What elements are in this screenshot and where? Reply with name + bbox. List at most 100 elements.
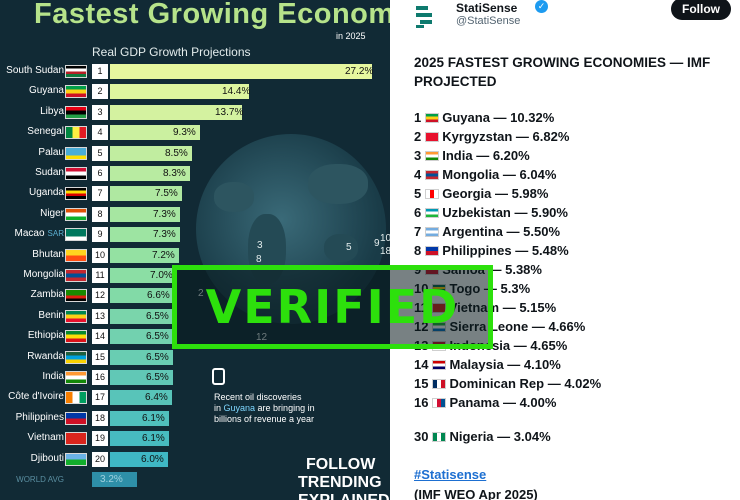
country-label: Niger xyxy=(40,207,64,219)
list-separator: — xyxy=(510,205,532,220)
list-value: 6.04% xyxy=(519,167,557,182)
flag-icon xyxy=(65,228,87,242)
bar-value-label: 6.1% xyxy=(142,412,165,424)
list-item: 1 Guyana — 10.32% xyxy=(414,108,554,127)
statisense-logo-icon xyxy=(416,6,432,28)
chart-row: Sudan 6 8.3% xyxy=(0,165,390,181)
follow-trending-text: EXPLAINED xyxy=(298,492,390,500)
gdp-bar xyxy=(110,329,173,345)
country-label: Djibouti xyxy=(30,452,64,464)
gdp-bar xyxy=(110,308,173,324)
list-value: 6.82% xyxy=(532,129,570,144)
globe-landmass xyxy=(214,182,254,212)
country-label: Mongolia xyxy=(23,269,64,280)
chart-row: India 16 6.5% xyxy=(0,369,390,385)
gdp-bar xyxy=(110,84,249,100)
oil-note-line: billions of revenue a year xyxy=(214,414,315,424)
verified-badge-icon: ✓ xyxy=(535,0,548,13)
rank-badge: 14 xyxy=(92,329,108,345)
list-item: 2 Kyrgyzstan — 6.82% xyxy=(414,127,569,146)
follow-button[interactable]: Follow xyxy=(671,0,731,20)
list-item: 30 Nigeria — 3.04% xyxy=(414,427,551,446)
follow-trending-text: FOLLOW xyxy=(306,456,376,473)
country-label: Guyana xyxy=(28,85,64,97)
bar-value-label: 6.5% xyxy=(146,372,169,383)
rank-badge: 6 xyxy=(92,166,108,181)
infographic-year: in 2025 xyxy=(336,31,366,41)
chart-row: Zambia 12 6.6% xyxy=(0,287,390,304)
list-country: Malaysia xyxy=(449,357,504,372)
flag-icon xyxy=(425,170,440,180)
country-label: Philippines xyxy=(15,411,64,423)
country-label: Sudan xyxy=(35,167,64,178)
list-separator: — xyxy=(528,319,549,334)
list-value: 5.98% xyxy=(511,186,549,201)
bar-value-label: 6.6% xyxy=(147,290,170,302)
gdp-bar xyxy=(110,227,180,243)
list-item: 16 Panama — 4.00% xyxy=(414,393,556,412)
rank-badge: 7 xyxy=(92,186,108,202)
list-separator: — xyxy=(510,338,531,353)
country-label: Rwanda xyxy=(27,350,64,362)
author-name[interactable]: StatiSense xyxy=(456,1,518,15)
rank-badge: 19 xyxy=(92,431,108,447)
list-rank: 14 xyxy=(414,357,429,372)
list-value: 5.90% xyxy=(531,205,568,220)
bar-value-label: 13.7% xyxy=(215,106,244,118)
gdp-bar xyxy=(110,288,174,304)
author-handle[interactable]: @StatiSense xyxy=(456,15,521,27)
country-label: Vietnam xyxy=(27,432,64,444)
list-value: 5.3% xyxy=(500,281,531,296)
rank-badge: 4 xyxy=(92,125,108,141)
rank-badge: 10 xyxy=(92,247,108,263)
country-label: Benin xyxy=(38,309,64,321)
flag-icon xyxy=(425,246,440,256)
oil-barrel-icon xyxy=(212,368,225,385)
flag-icon xyxy=(65,309,87,323)
flag-icon xyxy=(65,187,87,201)
chart-row: Côte d'Ivoire 17 6.4% xyxy=(0,389,390,406)
country-label: Macao SAR xyxy=(14,228,64,240)
gdp-bar xyxy=(110,145,192,161)
flag-icon xyxy=(65,432,87,446)
list-value: 4.10% xyxy=(523,357,561,372)
flag-icon xyxy=(432,360,447,370)
rank-badge: 1 xyxy=(92,64,108,79)
list-rank: 16 xyxy=(414,395,429,410)
list-separator: — xyxy=(499,167,520,182)
hashtag-link[interactable]: #Statisense xyxy=(414,467,487,482)
list-separator: — xyxy=(499,395,520,410)
rank-badge: 12 xyxy=(92,288,108,304)
list-country: Mongolia xyxy=(442,167,500,182)
chart-row: Rwanda 15 6.5% xyxy=(0,349,390,365)
gdp-bar xyxy=(110,64,372,79)
gdp-bar xyxy=(110,125,200,141)
list-rank: 8 xyxy=(414,243,422,258)
bar-value-label: 6.4% xyxy=(145,392,168,404)
list-item: 15 Dominican Rep — 4.02% xyxy=(414,374,601,393)
gdp-bar xyxy=(110,349,173,365)
flag-icon xyxy=(65,350,87,364)
list-country: Guyana xyxy=(442,110,490,125)
list-rank: 6 xyxy=(414,205,422,220)
list-value: 5.50% xyxy=(523,224,561,239)
list-separator: — xyxy=(489,110,511,125)
country-label: Senegal xyxy=(27,126,64,138)
chart-row: Vietnam 19 6.1% xyxy=(0,430,390,447)
infographic-title: Fastest Growing Economies xyxy=(34,0,390,30)
follow-trending-text: TRENDING xyxy=(298,474,382,491)
rank-badge: 15 xyxy=(92,349,108,365)
list-item: 8 Philippines — 5.48% xyxy=(414,241,569,260)
globe-label: 18 xyxy=(380,246,390,257)
list-item: 14 Malaysia — 4.10% xyxy=(414,355,561,374)
list-country: Dominican Rep xyxy=(449,376,545,391)
country-label: Uganda xyxy=(28,187,64,199)
gdp-bar xyxy=(110,247,179,263)
list-country: Uzbekistan xyxy=(442,205,511,220)
list-separator: — xyxy=(472,148,493,163)
list-value: 4.66% xyxy=(548,319,586,334)
flag-icon xyxy=(65,248,87,262)
chart-row: Philippines 18 6.1% xyxy=(0,410,390,426)
flag-icon xyxy=(65,330,87,344)
globe-label: 8 xyxy=(256,254,262,265)
